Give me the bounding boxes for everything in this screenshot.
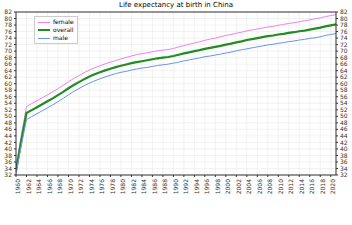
svg-text:42: 42: [8, 139, 12, 146]
svg-text:1964: 1964: [35, 179, 42, 194]
svg-text:52: 52: [340, 106, 344, 113]
svg-text:2010: 2010: [277, 179, 284, 194]
svg-text:1986: 1986: [151, 179, 158, 194]
svg-text:46: 46: [8, 125, 12, 132]
svg-text:1982: 1982: [130, 179, 137, 194]
svg-text:52: 52: [8, 106, 12, 113]
svg-text:70: 70: [8, 47, 12, 54]
svg-text:32: 32: [340, 171, 344, 178]
svg-text:64: 64: [340, 67, 344, 74]
svg-text:44: 44: [340, 132, 344, 139]
svg-text:1960: 1960: [14, 179, 21, 194]
svg-text:1994: 1994: [193, 179, 200, 194]
svg-text:80: 80: [340, 15, 344, 22]
svg-text:2020: 2020: [329, 179, 336, 194]
svg-text:40: 40: [8, 145, 12, 152]
svg-text:1980: 1980: [119, 179, 126, 194]
svg-text:2006: 2006: [256, 179, 263, 194]
svg-text:2016: 2016: [308, 179, 315, 194]
svg-text:62: 62: [340, 73, 344, 80]
svg-text:60: 60: [340, 80, 344, 87]
html-text:female: female: [53, 18, 74, 25]
svg-text:1996: 1996: [203, 179, 210, 194]
svg-text:72: 72: [340, 41, 344, 48]
svg-text:2018: 2018: [319, 179, 326, 194]
svg-text:1990: 1990: [172, 179, 179, 194]
svg-text:68: 68: [340, 54, 344, 61]
svg-text:1988: 1988: [161, 179, 168, 194]
svg-text:60: 60: [8, 80, 12, 87]
svg-text:64: 64: [8, 67, 12, 74]
svg-text:62: 62: [8, 73, 12, 80]
svg-text:36: 36: [8, 158, 12, 165]
svg-text:54: 54: [340, 99, 344, 106]
svg-text:1992: 1992: [182, 179, 189, 194]
svg-text:58: 58: [8, 86, 12, 93]
svg-text:66: 66: [340, 60, 344, 67]
svg-text:50: 50: [340, 112, 344, 119]
svg-text:2000: 2000: [224, 179, 231, 194]
svg-text:1966: 1966: [46, 179, 53, 194]
svg-text:1974: 1974: [88, 179, 95, 194]
svg-text:74: 74: [340, 34, 344, 41]
svg-text:66: 66: [8, 60, 12, 67]
svg-text:54: 54: [8, 99, 12, 106]
svg-text:1970: 1970: [67, 179, 74, 194]
svg-text:78: 78: [340, 21, 344, 28]
svg-text:48: 48: [340, 119, 344, 126]
svg-text:76: 76: [8, 28, 12, 35]
svg-text:76: 76: [340, 28, 344, 35]
svg-text:34: 34: [8, 165, 12, 172]
svg-text:40: 40: [340, 145, 344, 152]
svg-text:80: 80: [8, 15, 12, 22]
svg-text:68: 68: [8, 54, 12, 61]
svg-text:82: 82: [8, 8, 12, 15]
svg-text:38: 38: [8, 152, 12, 159]
svg-text:46: 46: [340, 125, 344, 132]
svg-text:1998: 1998: [214, 179, 221, 194]
html-text:overall: overall: [53, 26, 74, 33]
svg-text:42: 42: [340, 139, 344, 146]
svg-text:74: 74: [8, 34, 12, 41]
svg-text:34: 34: [340, 165, 344, 172]
svg-text:1976: 1976: [98, 179, 105, 194]
html-text:male: male: [53, 34, 68, 41]
svg-text:48: 48: [8, 119, 12, 126]
svg-text:1978: 1978: [109, 179, 116, 194]
svg-text:82: 82: [340, 8, 344, 15]
svg-text:56: 56: [340, 93, 344, 100]
svg-text:2014: 2014: [298, 179, 305, 194]
svg-text:38: 38: [340, 152, 344, 159]
svg-text:2012: 2012: [287, 179, 294, 194]
svg-text:72: 72: [8, 41, 12, 48]
svg-text:1972: 1972: [77, 179, 84, 194]
svg-text:2008: 2008: [266, 179, 273, 194]
svg-text:1968: 1968: [56, 179, 63, 194]
svg-text:2004: 2004: [245, 179, 252, 194]
svg-text:70: 70: [340, 47, 344, 54]
svg-text:50: 50: [8, 112, 12, 119]
svg-text:1984: 1984: [140, 179, 147, 194]
svg-text:32: 32: [8, 171, 12, 178]
svg-text:36: 36: [340, 158, 344, 165]
svg-text:78: 78: [8, 21, 12, 28]
svg-text:58: 58: [340, 86, 344, 93]
svg-text:44: 44: [8, 132, 12, 139]
svg-text:1962: 1962: [25, 179, 32, 194]
html-text:Life expectancy at birth in Ch: Life expectancy at birth in China: [119, 1, 233, 9]
svg-text:56: 56: [8, 93, 12, 100]
svg-text:2002: 2002: [235, 179, 242, 194]
